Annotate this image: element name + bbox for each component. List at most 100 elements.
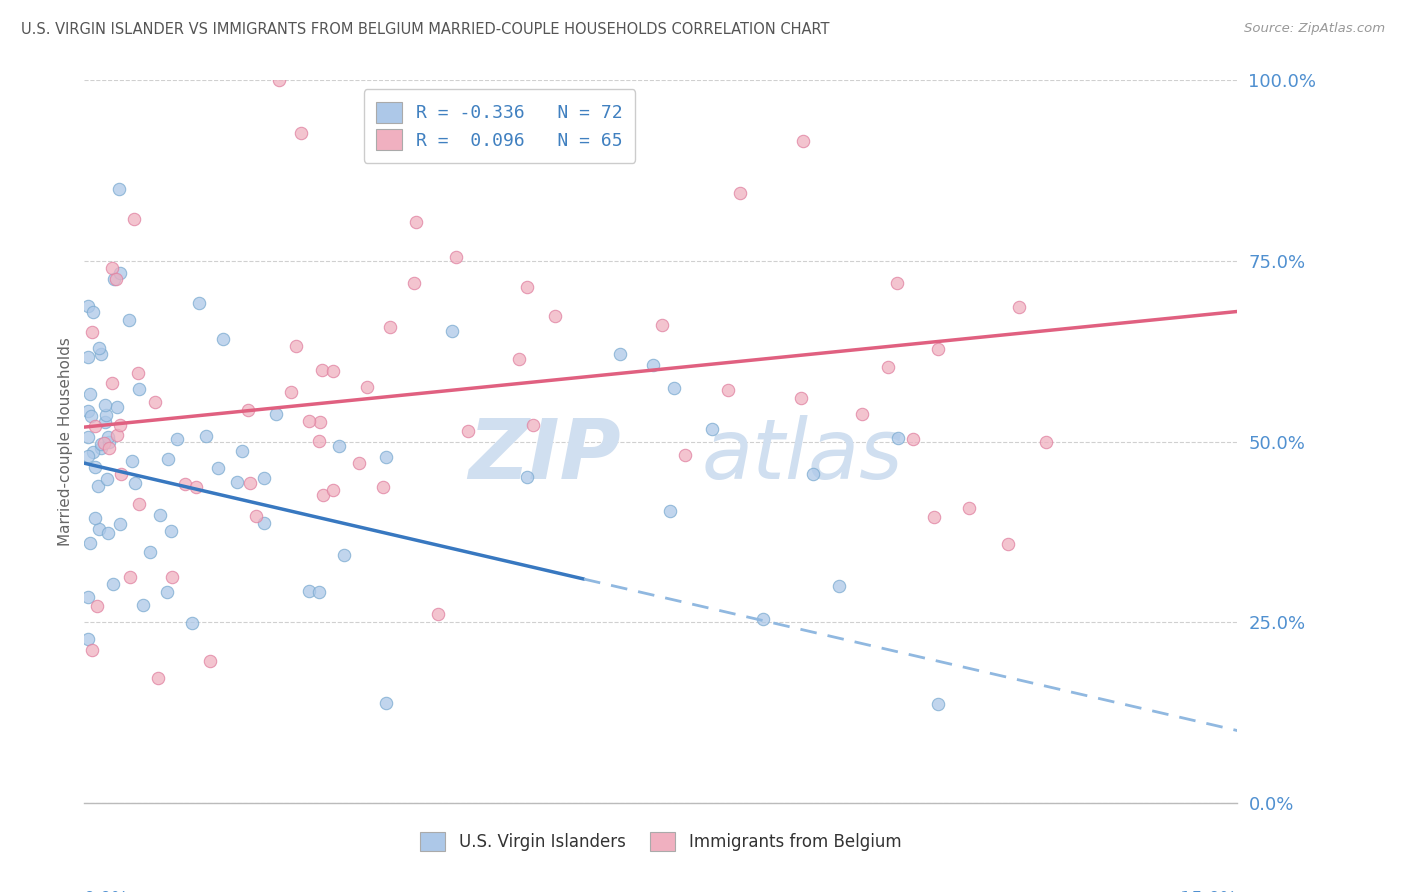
Point — [544, 310, 567, 324]
Point — [160, 570, 183, 584]
Point — [927, 342, 949, 356]
Point — [94, 408, 117, 422]
Point — [231, 443, 253, 458]
Point — [927, 697, 949, 711]
Point — [118, 570, 141, 584]
Point — [375, 696, 398, 710]
Point — [252, 471, 274, 485]
Point — [77, 299, 100, 313]
Point — [253, 516, 276, 530]
Point — [440, 324, 463, 338]
Point — [80, 642, 103, 657]
Point — [77, 450, 100, 464]
Point — [266, 407, 288, 421]
Point — [80, 325, 103, 339]
Point — [145, 395, 167, 409]
Text: Source: ZipAtlas.com: Source: ZipAtlas.com — [1244, 22, 1385, 36]
Point — [198, 654, 221, 668]
Point — [312, 488, 335, 502]
Point — [349, 456, 371, 470]
Point — [404, 276, 426, 290]
Point — [371, 480, 394, 494]
Legend: U.S. Virgin Islanders, Immigrants from Belgium: U.S. Virgin Islanders, Immigrants from B… — [412, 823, 910, 860]
Point — [322, 483, 344, 498]
Point — [160, 524, 183, 539]
Point — [298, 414, 321, 428]
Point — [97, 430, 120, 444]
Point — [427, 607, 450, 621]
Text: atlas: atlas — [702, 416, 903, 497]
Point — [94, 398, 117, 412]
Point — [801, 467, 824, 482]
Point — [308, 434, 330, 448]
Point — [212, 332, 235, 346]
Point — [236, 403, 259, 417]
Point — [664, 380, 686, 394]
Point — [1035, 434, 1057, 449]
Point — [124, 475, 146, 490]
Point — [127, 366, 149, 380]
Point — [792, 134, 814, 148]
Point — [174, 477, 197, 491]
Point — [717, 383, 740, 397]
Point — [77, 632, 100, 646]
Point — [89, 342, 111, 356]
Point — [180, 616, 202, 631]
Point — [94, 415, 117, 429]
Point — [643, 358, 665, 372]
Point — [280, 384, 302, 399]
Point — [877, 359, 900, 374]
Point — [118, 313, 141, 327]
Point — [166, 432, 188, 446]
Point — [108, 182, 131, 196]
Point — [131, 598, 153, 612]
Point — [184, 480, 207, 494]
Point — [124, 212, 146, 227]
Point — [103, 272, 125, 286]
Point — [508, 352, 530, 367]
Point — [77, 430, 100, 444]
Point — [658, 504, 681, 518]
Point — [374, 450, 396, 465]
Point — [82, 445, 104, 459]
Point — [886, 277, 908, 291]
Point — [108, 517, 131, 532]
Y-axis label: Married-couple Households: Married-couple Households — [58, 337, 73, 546]
Point — [322, 364, 344, 378]
Text: U.S. VIRGIN ISLANDER VS IMMIGRANTS FROM BELGIUM MARRIED-COUPLE HOUSEHOLDS CORREL: U.S. VIRGIN ISLANDER VS IMMIGRANTS FROM … — [21, 22, 830, 37]
Point — [790, 391, 813, 405]
Point — [79, 536, 101, 550]
Text: 15.0%: 15.0% — [1180, 889, 1237, 892]
Point — [96, 472, 118, 486]
Point — [90, 437, 112, 451]
Point — [188, 295, 211, 310]
Point — [195, 429, 218, 443]
Point — [207, 461, 229, 475]
Point — [922, 510, 945, 524]
Point — [673, 449, 696, 463]
Point — [356, 379, 378, 393]
Point — [957, 501, 980, 516]
Point — [405, 215, 427, 229]
Point — [380, 320, 402, 334]
Point — [77, 590, 100, 604]
Point — [83, 459, 105, 474]
Point — [522, 417, 544, 432]
Point — [77, 404, 100, 418]
Point — [121, 454, 143, 468]
Point — [97, 525, 120, 540]
Point — [84, 419, 107, 434]
Point — [108, 418, 131, 433]
Point — [98, 435, 121, 450]
Point — [128, 382, 150, 396]
Point — [290, 126, 312, 140]
Point — [700, 422, 723, 436]
Point — [444, 250, 467, 264]
Point — [245, 509, 267, 524]
Point — [298, 583, 321, 598]
Point — [86, 599, 108, 614]
Point — [156, 584, 179, 599]
Point — [90, 441, 112, 455]
Point — [101, 261, 124, 276]
Point — [101, 376, 124, 390]
